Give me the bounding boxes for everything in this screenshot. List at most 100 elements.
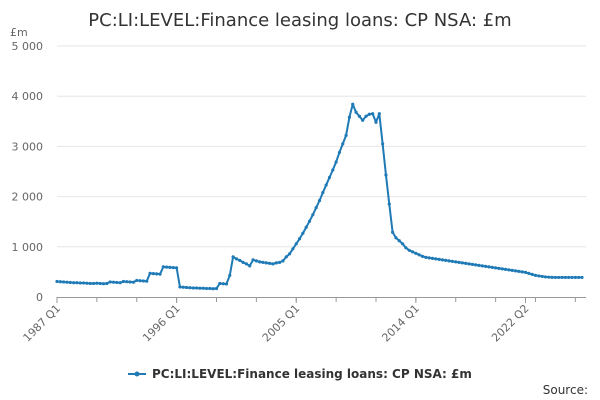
data-point (557, 275, 561, 280)
data-point (474, 263, 478, 267)
data-point (357, 114, 361, 118)
data-point (314, 206, 318, 210)
data-point (384, 173, 388, 177)
data-point (281, 259, 285, 263)
data-point (238, 258, 242, 262)
data-point (274, 261, 278, 265)
data-point (208, 286, 212, 291)
data-point (484, 264, 488, 268)
data-point (155, 272, 159, 276)
data-point (214, 286, 219, 291)
y-tick-label: 4 000 (12, 90, 44, 103)
data-point (507, 268, 511, 272)
data-point (98, 281, 102, 286)
data-point (454, 260, 458, 264)
data-point (361, 118, 365, 122)
data-point (258, 260, 262, 264)
data-point (191, 286, 195, 290)
data-point (108, 280, 112, 284)
data-point (497, 266, 501, 270)
data-point (450, 259, 455, 263)
data-point (244, 262, 248, 266)
data-point (341, 142, 345, 146)
data-point (228, 273, 232, 278)
data-point (171, 266, 175, 270)
y-axis-ticks: 0 1 000 2 000 3 000 4 000 5 000 (12, 40, 44, 304)
data-point (444, 258, 448, 262)
data-point (65, 280, 69, 284)
data-point (158, 272, 162, 276)
data-point (354, 110, 358, 114)
data-point (547, 275, 551, 279)
y-tick-label: 2 000 (12, 191, 44, 204)
data-point (178, 285, 182, 289)
data-point (470, 262, 474, 266)
data-point (517, 269, 521, 273)
data-point (294, 242, 298, 246)
data-point (394, 236, 398, 240)
data-point (523, 270, 528, 274)
data-point (324, 183, 328, 187)
data-point (175, 266, 179, 270)
data-point (513, 269, 518, 273)
source-label: Source: (543, 383, 588, 397)
data-point (400, 242, 405, 246)
legend-series-label: PC:LI:LEVEL:Finance leasing loans: CP NS… (152, 367, 472, 381)
x-axis: 1987 Q1 1996 Q1 2005 Q1 2014 Q1 2022 Q2 (21, 297, 586, 344)
data-point (91, 281, 96, 286)
data-point (347, 115, 352, 119)
data-point (550, 275, 554, 279)
data-point (204, 286, 209, 291)
data-point (254, 259, 258, 263)
data-point (284, 255, 288, 259)
data-point (105, 281, 109, 286)
data-point (168, 265, 172, 269)
data-point (387, 202, 391, 206)
y-tick-label: 1 000 (12, 241, 44, 254)
series-line-group (55, 102, 584, 291)
x-tick-label: 2005 Q1 (260, 302, 303, 345)
data-point (460, 261, 464, 265)
data-point (78, 281, 82, 285)
data-point (261, 260, 265, 264)
data-point (424, 255, 428, 259)
data-point (58, 280, 62, 284)
data-point (567, 275, 571, 280)
data-point (128, 280, 132, 284)
legend[interactable]: PC:LI:LEVEL:Finance leasing loans: CP NS… (128, 367, 472, 381)
data-point (537, 274, 541, 278)
data-point (520, 270, 524, 274)
data-point (553, 275, 558, 280)
data-point (427, 256, 431, 260)
data-point (287, 252, 292, 256)
data-point (248, 264, 252, 268)
data-point (194, 286, 199, 290)
data-point (234, 257, 239, 261)
legend-marker (134, 371, 140, 377)
data-point (573, 275, 577, 280)
data-point (135, 278, 139, 283)
data-point (334, 160, 338, 164)
data-point (165, 265, 169, 269)
data-point (251, 258, 255, 262)
data-point (540, 274, 544, 279)
data-point (404, 246, 408, 250)
y-axis-unit-label: £m (10, 26, 28, 39)
data-point (487, 265, 491, 269)
data-point (533, 273, 538, 278)
data-point (304, 225, 308, 229)
data-point (580, 275, 584, 280)
data-point (437, 257, 441, 261)
data-point (364, 114, 368, 118)
data-point (467, 262, 471, 266)
data-point (367, 112, 371, 116)
data-point (447, 259, 451, 263)
data-point (494, 266, 498, 270)
data-point (503, 267, 508, 271)
data-point (138, 279, 142, 283)
data-point (198, 286, 202, 290)
data-point (95, 281, 99, 285)
data-point (118, 281, 122, 285)
data-point (68, 280, 72, 285)
data-point (55, 279, 59, 284)
